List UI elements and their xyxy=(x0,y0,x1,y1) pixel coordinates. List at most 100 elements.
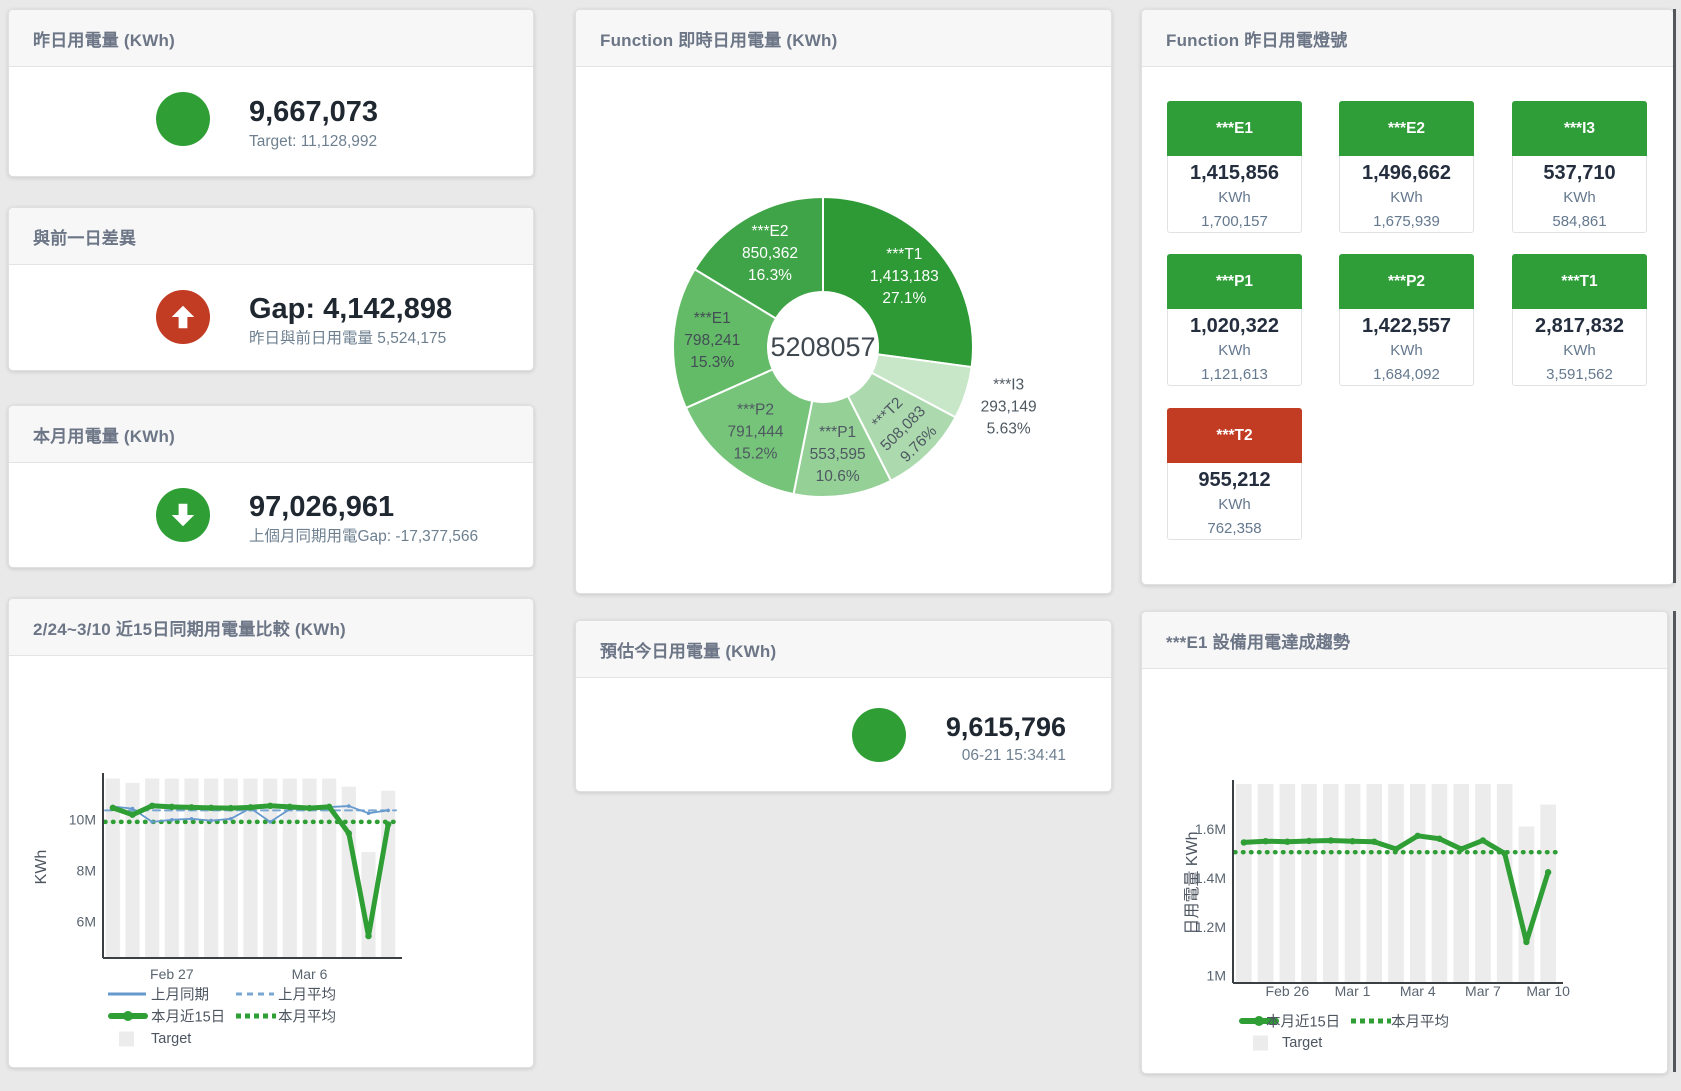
donut-slice-label: 553,595 xyxy=(810,446,866,463)
arrow-up-icon xyxy=(156,290,210,344)
series-point xyxy=(227,804,235,812)
series-point xyxy=(1392,845,1400,853)
donut-slice-label: 293,149 xyxy=(981,399,1037,416)
trend-chart-svg: 1M 1.2M 1.4M 1.6M Feb 26 Mar 1 Mar 4 Mar 7 Mar 1… xyxy=(1184,780,1570,999)
tile-target-value: 3,591,562 xyxy=(1546,366,1613,383)
series-point xyxy=(366,811,371,815)
card-month-usage: 本月用電量 (KWh) 97,026,961 上個月同期用電Gap: -17,3… xyxy=(8,405,534,568)
x-tick-label: Mar 4 xyxy=(1400,983,1436,999)
legend-swatch-dash-blue xyxy=(236,992,274,996)
series-point xyxy=(386,808,390,813)
tile-unit: KWh xyxy=(1390,189,1423,206)
donut-chart-svg: ***T11,413,18327.1%***I3293,1495.63%***T… xyxy=(672,195,1037,498)
legend-item[interactable]: Target xyxy=(151,1031,192,1047)
status-circle-icon xyxy=(852,708,906,762)
card-title-text: 本月用電量 (KWh) xyxy=(33,426,175,446)
target-bar xyxy=(145,778,160,958)
target-bar xyxy=(1453,784,1470,983)
card-title-trend: ***E1 設備用電達成趨勢 xyxy=(1142,612,1667,669)
status-tile-T1[interactable]: ***T1 2,817,832 KWh 3,591,562 xyxy=(1512,254,1647,386)
target-bar xyxy=(1388,784,1404,983)
series-point xyxy=(189,817,194,821)
kpi-value: 9,667,073 xyxy=(249,96,379,128)
tile-name: ***I3 xyxy=(1512,101,1647,156)
target-bar xyxy=(1431,784,1448,983)
tile-unit: KWh xyxy=(1218,342,1251,359)
kpi-value: 9,615,796 xyxy=(945,712,1066,742)
series-point xyxy=(347,804,351,808)
donut-slice-label: ***P1 xyxy=(819,424,856,441)
viewport-edge-line-top xyxy=(1673,9,1676,583)
donut-slice-T1[interactable] xyxy=(822,195,974,369)
series-point xyxy=(1284,838,1291,845)
legend-item[interactable]: 本月近15日 xyxy=(151,1009,226,1026)
target-bar xyxy=(282,778,297,958)
status-tile-E1[interactable]: ***E1 1,415,856 KWh 1,700,157 xyxy=(1167,101,1302,233)
series-point xyxy=(365,932,372,940)
series-point xyxy=(170,818,174,822)
series-point xyxy=(345,830,353,837)
legend-item[interactable]: 本月近15日 xyxy=(1266,1014,1341,1031)
x-tick-label: Mar 6 xyxy=(292,966,328,982)
series-point xyxy=(150,820,154,824)
card-title-month: 本月用電量 (KWh) xyxy=(9,406,533,463)
tile-value: 955,212 xyxy=(1198,469,1271,491)
legend-swatch-line-blue xyxy=(108,992,146,996)
legend-item[interactable]: Target xyxy=(1282,1035,1323,1051)
status-tile-T2[interactable]: ***T2 955,212 KWh 762,358 xyxy=(1167,408,1302,540)
target-bar xyxy=(1496,784,1513,983)
target-bar xyxy=(1301,784,1317,983)
tile-name: ***P2 xyxy=(1339,254,1474,309)
tile-target-value: 1,700,157 xyxy=(1201,213,1268,230)
kpi-block: 97,026,961 上個月同期用電Gap: -17,377,566 xyxy=(249,490,478,549)
status-tile-P1[interactable]: ***P1 1,020,322 KWh 1,121,613 xyxy=(1167,254,1302,386)
legend-item[interactable]: 本月平均 xyxy=(278,1009,336,1026)
status-tile-I3[interactable]: ***I3 537,710 KWh 584,861 xyxy=(1512,101,1647,233)
donut-slice-E2[interactable] xyxy=(693,195,824,320)
series-point xyxy=(1523,938,1530,946)
card-realtime-donut: Function 即時日用電量 (KWh) ***T1 1,413,183 27.1… xyxy=(575,9,1112,594)
card-title-text: ***E1 設備用電達成趨勢 xyxy=(1166,632,1351,652)
series-point xyxy=(384,821,392,828)
tile-target-value: 584,861 xyxy=(1552,213,1607,230)
series-point xyxy=(130,806,135,811)
tile-value: 1,496,662 xyxy=(1362,162,1451,184)
x-tick-label: Feb 27 xyxy=(150,966,194,982)
donut-slice-label: 10.6% xyxy=(816,468,860,485)
card-e1-trend-chart: ***E1 設備用電達成趨勢 1M 1.2M 1.4M 1.6M Feb 26 Mar 1… xyxy=(1141,611,1668,1074)
series-point xyxy=(188,804,195,811)
tile-target-value: 1,121,613 xyxy=(1201,366,1268,383)
status-tile-E2[interactable]: ***E2 1,496,662 KWh 1,675,939 xyxy=(1339,101,1474,233)
legend-item[interactable]: 本月平均 xyxy=(1391,1014,1449,1031)
tile-value: 1,422,557 xyxy=(1362,315,1451,337)
legend-item[interactable]: 上月平均 xyxy=(278,987,336,1004)
legend-swatch-square-gray xyxy=(119,1031,134,1047)
x-tick-label: Feb 26 xyxy=(1266,983,1310,999)
y-axis-title: KWh xyxy=(33,850,50,885)
tile-unit: KWh xyxy=(1563,189,1596,206)
target-bar xyxy=(1322,784,1339,983)
card-title-estimate: 預估今日用電量 (KWh) xyxy=(576,621,1111,678)
donut-slice-label: 1,413,183 xyxy=(870,268,939,285)
arrow-down-icon xyxy=(156,488,210,542)
series-point xyxy=(1371,838,1378,845)
status-tile-P2[interactable]: ***P2 1,422,557 KWh 1,684,092 xyxy=(1339,254,1474,386)
target-bar xyxy=(243,778,258,958)
viewport-edge-line-bottom xyxy=(1673,611,1676,1072)
target-bar xyxy=(105,778,120,958)
target-bar xyxy=(125,782,140,958)
tile-value: 2,817,832 xyxy=(1535,315,1624,337)
card-title-text: 與前一日差異 xyxy=(33,228,137,248)
card-title-gap: 與前一日差異 xyxy=(9,208,533,265)
compare-chart-svg: 6M 8M 10M Feb 27 Mar 6 KWh xyxy=(33,773,402,982)
tile-name: ***T2 xyxy=(1167,408,1302,463)
target-bar xyxy=(1257,784,1274,983)
y-tick-label: 1.4M xyxy=(1195,870,1226,886)
kpi-subtitle: Target: 11,128,992 xyxy=(249,133,378,150)
tile-target-value: 762,358 xyxy=(1207,520,1262,537)
legend-item[interactable]: 上月同期 xyxy=(151,987,209,1004)
series-point xyxy=(148,802,156,810)
donut-slice-P2[interactable] xyxy=(684,368,814,496)
donut-slice-label: ***E1 xyxy=(694,310,731,327)
legend-swatch-dot-green xyxy=(236,1013,276,1019)
